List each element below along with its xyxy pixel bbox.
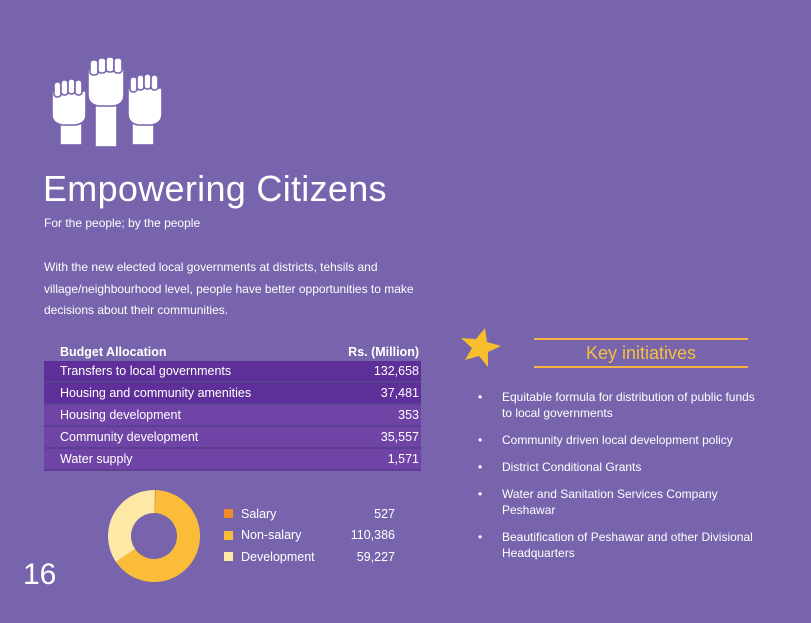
- list-item: • Equitable formula for distribution of p…: [478, 389, 768, 421]
- legend-item: Non-salary 110,386: [224, 525, 395, 547]
- page-number: 16: [23, 558, 57, 591]
- legend-label: Non-salary: [241, 528, 302, 543]
- budget-row-item: Transfers to local governments: [44, 361, 308, 383]
- budget-row-item: Housing and community amenities: [44, 382, 308, 405]
- page-subtitle: For the people; by the people: [44, 216, 201, 230]
- initiative-text: District Conditional Grants: [502, 460, 642, 474]
- budget-row-item: Housing development: [44, 404, 308, 427]
- budget-row-value: 37,481: [307, 382, 421, 405]
- donut-slice-non-salary: [115, 490, 200, 582]
- legend-swatch: [224, 530, 233, 540]
- list-item: • District Conditional Grants: [478, 459, 768, 475]
- budget-row-item: Water supply: [44, 448, 308, 471]
- key-initiatives-title: Key initiatives: [585, 343, 697, 363]
- budget-row-value: 132,658: [307, 361, 421, 383]
- legend-value: 110,386: [350, 528, 395, 543]
- initiative-text: Water and Sanitation Services Company Pe…: [502, 487, 718, 517]
- list-item: • Community driven local development poli…: [478, 432, 768, 448]
- raised-fists-icon: [51, 56, 163, 147]
- bullet: •: [478, 487, 483, 501]
- key-initiatives-list: • Equitable formula for distribution of p…: [478, 389, 768, 572]
- legend-item: Salary 527: [224, 503, 395, 525]
- legend-value: 527: [374, 506, 395, 521]
- table-row: Housing and community amenities 37,481: [44, 382, 421, 405]
- donut-slice-development: [108, 490, 155, 562]
- legend-label: Development: [241, 549, 315, 564]
- table-row: Housing development 353: [44, 404, 421, 427]
- initiative-text: Equitable formula for distribution of pu…: [502, 390, 755, 420]
- bullet: •: [478, 390, 483, 404]
- budget-header-item: Budget Allocation: [60, 345, 167, 359]
- bullet: •: [478, 530, 483, 544]
- key-initiatives-header: Key initiatives: [534, 338, 748, 368]
- budget-header-row: Budget Allocation Rs. (Million): [44, 343, 421, 361]
- budget-row-value: 1,571: [307, 448, 421, 471]
- legend-swatch: [224, 552, 233, 562]
- budget-row-value: 35,557: [307, 426, 421, 449]
- budget-table: Budget Allocation Rs. (Million) Transfer…: [44, 343, 421, 471]
- legend-swatch: [224, 509, 233, 519]
- budget-donut-chart: [108, 490, 200, 582]
- table-row: Transfers to local governments 132,658: [44, 361, 421, 383]
- budget-header-value: Rs. (Million): [348, 345, 419, 359]
- list-item: • Beautification of Peshawar and other Di…: [478, 529, 768, 561]
- page-title: Empowering Citizens: [43, 168, 387, 209]
- list-item: • Water and Sanitation Services Company P…: [478, 486, 768, 518]
- legend-value: 59,227: [356, 549, 395, 564]
- legend-label: Salary: [241, 506, 277, 521]
- bullet: •: [478, 460, 483, 474]
- budget-row-item: Community development: [44, 426, 308, 449]
- budget-row-value: 353: [307, 404, 421, 427]
- intro-paragraph: With the new elected local governments a…: [44, 260, 414, 317]
- initiative-text: Community driven local development polic…: [502, 433, 733, 447]
- legend-item: Development 59,227: [224, 546, 395, 568]
- chart-legend: Salary 527 Non-salary 110,386 Developmen…: [224, 503, 395, 568]
- table-row: Water supply 1,571: [44, 448, 421, 471]
- star-icon: [461, 328, 501, 367]
- donut-slice-salary: [154, 490, 156, 514]
- table-row: Community development 35,557: [44, 426, 421, 449]
- bullet: •: [478, 433, 483, 447]
- initiative-text: Beautification of Peshawar and other Div…: [502, 530, 753, 560]
